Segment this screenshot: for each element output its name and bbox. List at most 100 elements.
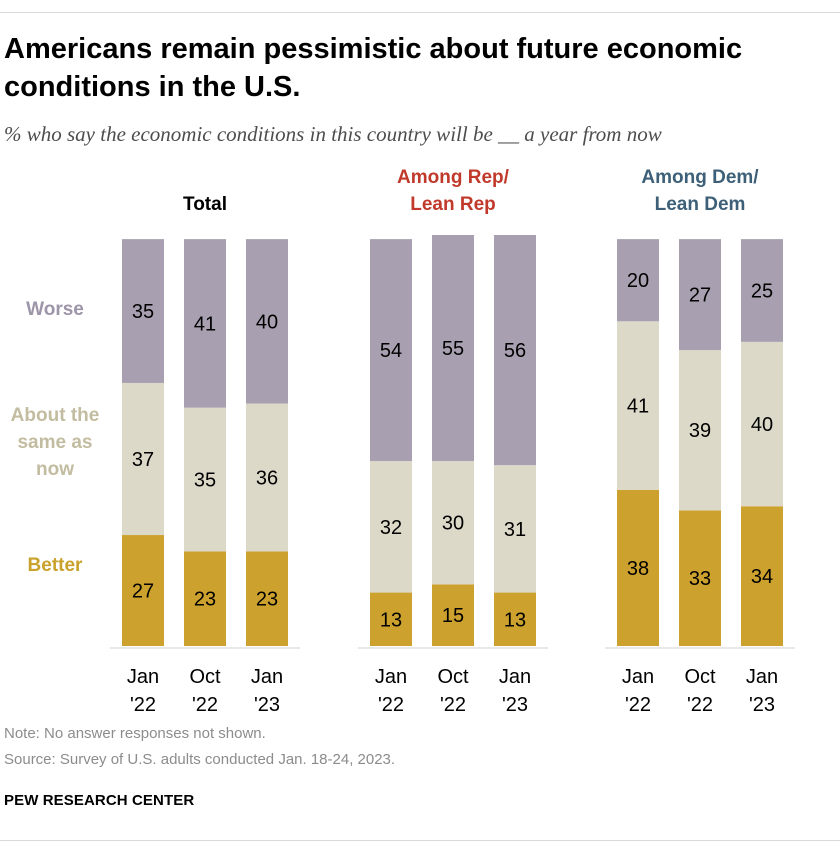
value-label-worse: 40: [256, 311, 278, 333]
bar-segment-better: [184, 551, 226, 646]
bar-segment-same: [617, 321, 659, 490]
x-tick-line: '22: [378, 694, 404, 716]
x-tick-label: Jan '22: [622, 666, 654, 716]
category-label-line: Better: [28, 555, 84, 576]
x-tick-line: Jan: [499, 666, 531, 688]
x-tick-line: '23: [749, 694, 775, 716]
bar-segment-same: [122, 382, 164, 536]
value-label-worse: 56: [504, 340, 526, 362]
value-label-better: 34: [751, 566, 773, 588]
group-label: Among Rep/Lean Rep: [397, 167, 510, 215]
value-label-same: 39: [689, 420, 711, 442]
category-label-line: now: [36, 459, 74, 480]
group-label-line: Lean Rep: [410, 194, 496, 215]
bar-segment-worse: [432, 235, 474, 462]
x-tick-line: Jan: [622, 666, 654, 688]
x-tick-label: Oct '22: [437, 666, 469, 716]
x-tick-label: Jan '23: [746, 666, 778, 716]
value-label-better: 13: [380, 609, 402, 631]
bar-segment-worse: [122, 239, 164, 383]
bar-segment-same: [679, 350, 721, 511]
x-tick-label: Jan '22: [127, 666, 159, 716]
group-label-line: Total: [183, 194, 227, 215]
x-tick-label: Jan '23: [499, 666, 531, 716]
x-tick-line: '22: [687, 694, 713, 716]
stacked-bar-chart: Worse About the same as now Better Total 27 37 3…: [11, 167, 795, 716]
bar-segment-better: [617, 489, 659, 646]
x-tick-line: Jan: [251, 666, 283, 688]
value-label-better: 13: [504, 609, 526, 631]
value-label-worse: 20: [627, 270, 649, 292]
value-label-worse: 35: [132, 301, 154, 323]
category-label-line: About the: [11, 405, 100, 426]
bar-segment-better: [246, 551, 288, 646]
group-label: Among Dem/Lean Dem: [641, 167, 759, 215]
x-tick-line: '22: [130, 694, 156, 716]
x-tick-label: Jan '22: [375, 666, 407, 716]
bar-segment-better: [679, 510, 721, 646]
chart-source: Source: Survey of U.S. adults conducted …: [4, 751, 396, 768]
x-tick-line: Jan: [375, 666, 407, 688]
value-label-worse: 41: [194, 313, 216, 335]
bar-segment-worse: [617, 239, 659, 322]
x-tick-line: '23: [254, 694, 280, 716]
category-label-line: Worse: [26, 299, 84, 320]
bar-segment-same: [494, 465, 536, 593]
bottom-rule: [0, 840, 840, 841]
category-label-line: same as: [17, 432, 92, 453]
pew-research-center-logo: PEW RESEARCH CENTER: [4, 792, 195, 809]
category-label-better: Better: [28, 555, 84, 576]
value-label-same: 30: [442, 513, 464, 535]
bar-segment-better: [432, 584, 474, 646]
x-tick-line: Oct: [189, 666, 221, 688]
group-label-line: Among Dem/: [641, 167, 759, 188]
x-tick-line: '22: [192, 694, 218, 716]
value-label-same: 41: [627, 396, 649, 418]
value-label-better: 33: [689, 568, 711, 590]
x-tick-line: Jan: [127, 666, 159, 688]
x-tick-label: Jan '23: [251, 666, 283, 716]
x-tick-line: '22: [625, 694, 651, 716]
bar-segment-better: [494, 592, 536, 646]
category-label-worse: Worse: [26, 299, 84, 320]
bar-segment-same: [741, 341, 783, 507]
chart-title: Americans remain pessimistic about futur…: [4, 33, 743, 103]
value-label-worse: 25: [751, 280, 773, 302]
bar-segment-same: [432, 461, 474, 585]
value-label-same: 32: [380, 517, 402, 539]
x-tick-label: Oct '22: [189, 666, 221, 716]
bar-segment-worse: [494, 235, 536, 466]
value-label-better: 23: [256, 589, 278, 611]
chart-note: Note: No answer responses not shown.: [4, 725, 266, 742]
value-label-same: 36: [256, 467, 278, 489]
x-tick-line: '22: [440, 694, 466, 716]
value-label-worse: 27: [689, 285, 711, 307]
value-label-better: 38: [627, 558, 649, 580]
x-tick-line: Oct: [437, 666, 469, 688]
x-tick-label: Oct '22: [684, 666, 716, 716]
bar-segment-better: [370, 592, 412, 646]
bar-segment-same: [246, 403, 288, 552]
top-rule: [0, 12, 840, 13]
bar-segment-worse: [246, 239, 288, 404]
value-label-same: 37: [132, 449, 154, 471]
bar-segment-same: [184, 407, 226, 552]
value-label-worse: 55: [442, 338, 464, 360]
x-tick-line: '23: [502, 694, 528, 716]
bar-segment-worse: [370, 239, 412, 462]
group-label-line: Among Rep/: [397, 167, 510, 188]
value-label-same: 40: [751, 414, 773, 436]
bar-segment-worse: [679, 239, 721, 351]
value-label-same: 31: [504, 519, 526, 541]
category-label-same: About the same as now: [11, 405, 100, 480]
bar-segment-better: [741, 506, 783, 646]
chart-subtitle: % who say the economic conditions in thi…: [4, 122, 662, 146]
group-label-line: Lean Dem: [655, 194, 746, 215]
value-label-same: 35: [194, 470, 216, 492]
bar-segment-worse: [184, 239, 226, 408]
bar-segment-better: [122, 535, 164, 646]
bar-segment-same: [370, 461, 412, 593]
value-label-better: 15: [442, 605, 464, 627]
bar-segment-worse: [741, 239, 783, 342]
value-label-worse: 54: [380, 340, 402, 362]
